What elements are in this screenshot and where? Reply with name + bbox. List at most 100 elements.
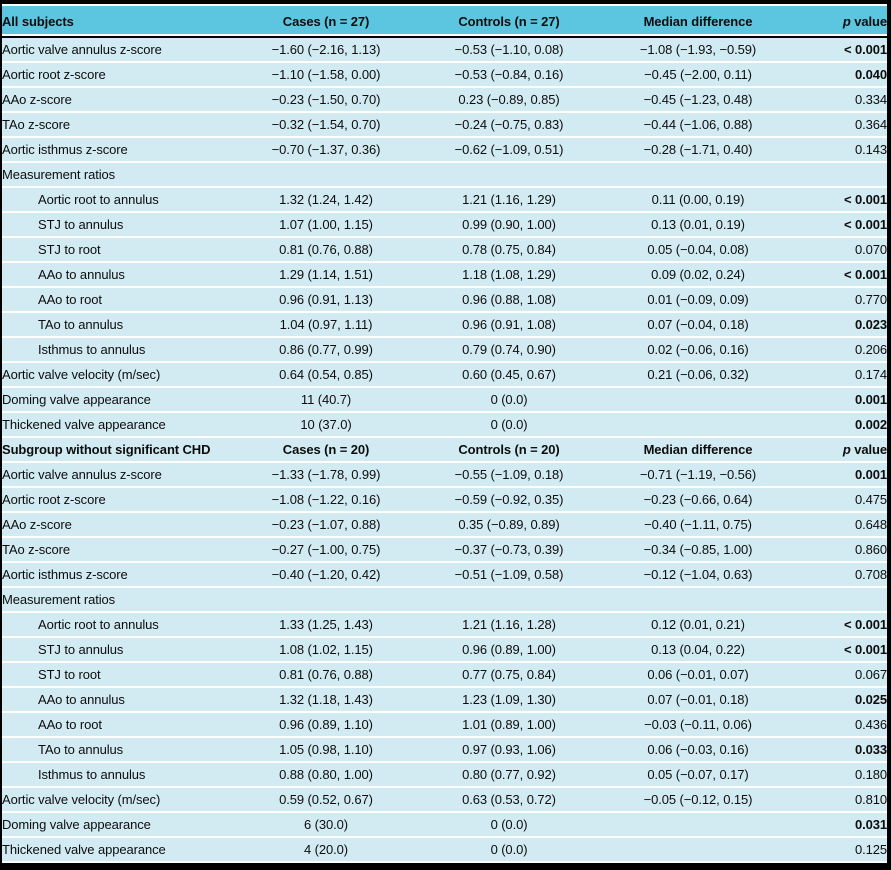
median-difference-cell: 0.13 (0.01, 0.19) [603, 211, 793, 237]
row-label-cell: TAo to annulus [2, 311, 237, 337]
cases-cell: −0.70 (−1.37, 0.36) [237, 136, 415, 162]
table-row: Doming valve appearance 11 (40.7) 0 (0.0) 0… [2, 386, 887, 412]
row-label-cell: Aortic isthmus z-score [2, 136, 237, 162]
median-difference-cell: −0.12 (−1.04, 0.63) [603, 561, 793, 587]
cases-cell: 1.07 (1.00, 1.15) [237, 211, 415, 237]
controls-cell: 0 (0.0) [415, 811, 603, 837]
cases-cell: −0.27 (−1.00, 0.75) [237, 536, 415, 562]
p-value-cell: 0.180 [793, 761, 887, 787]
controls-cell: 0 (0.0) [415, 411, 603, 437]
row-label-cell: AAo to annulus [2, 686, 237, 712]
row-label-cell: AAo to root [2, 711, 237, 737]
p-value-cell: 0.070 [793, 236, 887, 262]
controls-cell: 0.97 (0.93, 1.06) [415, 736, 603, 762]
p-value-cell: 0.860 [793, 536, 887, 562]
cases-cell: 1.33 (1.25, 1.43) [237, 611, 415, 637]
median-difference-cell: −0.05 (−0.12, 0.15) [603, 786, 793, 812]
p-value-cell: 0.364 [793, 111, 887, 137]
p-value-cell: 0.002 [793, 411, 887, 437]
cases-cell: −0.40 (−1.20, 0.42) [237, 561, 415, 587]
table-row: Doming valve appearance 6 (30.0) 0 (0.0) 0.… [2, 811, 887, 837]
controls-cell: 0.96 (0.91, 1.08) [415, 311, 603, 337]
median-difference-cell: −0.23 (−0.66, 0.64) [603, 486, 793, 512]
cases-cell: 0.59 (0.52, 0.67) [237, 786, 415, 812]
table-row: Aortic root z-score −1.10 (−1.58, 0.00) −0… [2, 61, 887, 87]
table-row: AAo to root 0.96 (0.91, 1.13) 0.96 (0.88, … [2, 286, 887, 312]
p-italic: p [842, 13, 851, 29]
table-row: AAo to annulus 1.32 (1.18, 1.43) 1.23 (1.0… [2, 686, 887, 712]
median-difference-cell: 0.05 (−0.07, 0.17) [603, 761, 793, 787]
controls-cell: 1.21 (1.16, 1.28) [415, 611, 603, 637]
row-label-cell: Isthmus to annulus [2, 336, 237, 362]
table-row: AAo z-score −0.23 (−1.07, 0.88) 0.35 (−0.8… [2, 511, 887, 537]
row-label-cell: AAo z-score [2, 511, 237, 537]
median-difference-cell: 0.21 (−0.06, 0.32) [603, 361, 793, 387]
column-header-median-difference: Median difference [603, 436, 793, 462]
table-row: AAo to annulus 1.29 (1.14, 1.51) 1.18 (1.0… [2, 261, 887, 287]
cases-cell: 0.86 (0.77, 0.99) [237, 336, 415, 362]
cases-cell: −1.08 (−1.22, 0.16) [237, 486, 415, 512]
row-label-cell: AAo to annulus [2, 261, 237, 287]
cases-cell: 1.08 (1.02, 1.15) [237, 636, 415, 662]
controls-cell: 0.96 (0.89, 1.00) [415, 636, 603, 662]
median-difference-cell: 0.09 (0.02, 0.24) [603, 261, 793, 287]
row-label-cell: Thickened valve appearance [2, 836, 237, 861]
cases-cell: 1.04 (0.97, 1.11) [237, 311, 415, 337]
cases-cell: 1.29 (1.14, 1.51) [237, 261, 415, 287]
column-header-p-value: p value [793, 6, 887, 38]
median-difference-cell [603, 811, 793, 837]
p-value-cell: 0.770 [793, 286, 887, 312]
p-value-cell: 0.001 [793, 461, 887, 487]
median-difference-cell: −0.44 (−1.06, 0.88) [603, 111, 793, 137]
section-header-row: Subgroup without significant CHD Cases (n… [2, 436, 887, 462]
table-row: TAo z-score −0.27 (−1.00, 0.75) −0.37 (−0.… [2, 536, 887, 562]
controls-cell: −0.24 (−0.75, 0.83) [415, 111, 603, 137]
median-difference-cell: 0.12 (0.01, 0.21) [603, 611, 793, 637]
median-difference-cell: 0.06 (−0.01, 0.07) [603, 661, 793, 687]
cases-cell: 11 (40.7) [237, 386, 415, 412]
row-label-cell: STJ to annulus [2, 211, 237, 237]
controls-cell: 0.78 (0.75, 0.84) [415, 236, 603, 262]
row-label-cell: Measurement ratios [2, 161, 237, 187]
controls-cell: 0 (0.0) [415, 836, 603, 861]
median-difference-cell: −1.08 (−1.93, −0.59) [603, 36, 793, 62]
controls-cell: −0.62 (−1.09, 0.51) [415, 136, 603, 162]
controls-cell: 1.01 (0.89, 1.00) [415, 711, 603, 737]
column-header-controls: Controls (n = 27) [415, 6, 603, 38]
cases-cell: 10 (37.0) [237, 411, 415, 437]
cases-cell: 1.05 (0.98, 1.10) [237, 736, 415, 762]
controls-cell: 0.80 (0.77, 0.92) [415, 761, 603, 787]
p-value-cell: 0.436 [793, 711, 887, 737]
table-row: STJ to annulus 1.08 (1.02, 1.15) 0.96 (0.8… [2, 636, 887, 662]
median-difference-cell: 0.11 (0.00, 0.19) [603, 186, 793, 212]
p-value-cell: 0.025 [793, 686, 887, 712]
row-label-cell: Aortic valve velocity (m/sec) [2, 786, 237, 812]
cases-cell: −1.33 (−1.78, 0.99) [237, 461, 415, 487]
p-value-cell: < 0.001 [793, 211, 887, 237]
p-value-cell: 0.475 [793, 486, 887, 512]
p-value-cell: < 0.001 [793, 611, 887, 637]
p-value-cell: 0.067 [793, 661, 887, 687]
median-difference-cell: 0.07 (−0.04, 0.18) [603, 311, 793, 337]
controls-cell: 0.35 (−0.89, 0.89) [415, 511, 603, 537]
median-difference-cell: −0.28 (−1.71, 0.40) [603, 136, 793, 162]
p-value-cell: 0.334 [793, 86, 887, 112]
column-header-median-difference: Median difference [603, 6, 793, 38]
cases-cell: 1.32 (1.18, 1.43) [237, 686, 415, 712]
median-difference-cell [603, 586, 793, 612]
row-label-cell: Aortic valve velocity (m/sec) [2, 361, 237, 387]
table-row: TAo to annulus 1.05 (0.98, 1.10) 0.97 (0.9… [2, 736, 887, 762]
row-label-cell: STJ to root [2, 661, 237, 687]
median-difference-cell [603, 411, 793, 437]
row-label-cell: TAo z-score [2, 111, 237, 137]
p-value-cell: 0.023 [793, 311, 887, 337]
controls-cell: 0.96 (0.88, 1.08) [415, 286, 603, 312]
table-row: Isthmus to annulus 0.88 (0.80, 1.00) 0.80 … [2, 761, 887, 787]
section-header-row: All subjects Cases (n = 27) Controls (n = … [2, 6, 887, 38]
group-subheader-row: Measurement ratios [2, 161, 887, 187]
p-value-cell: 0.174 [793, 361, 887, 387]
cases-cell [237, 586, 415, 612]
p-value-cell [793, 586, 887, 612]
table-row: Aortic valve annulus z-score −1.33 (−1.78… [2, 461, 887, 487]
controls-cell: 1.23 (1.09, 1.30) [415, 686, 603, 712]
